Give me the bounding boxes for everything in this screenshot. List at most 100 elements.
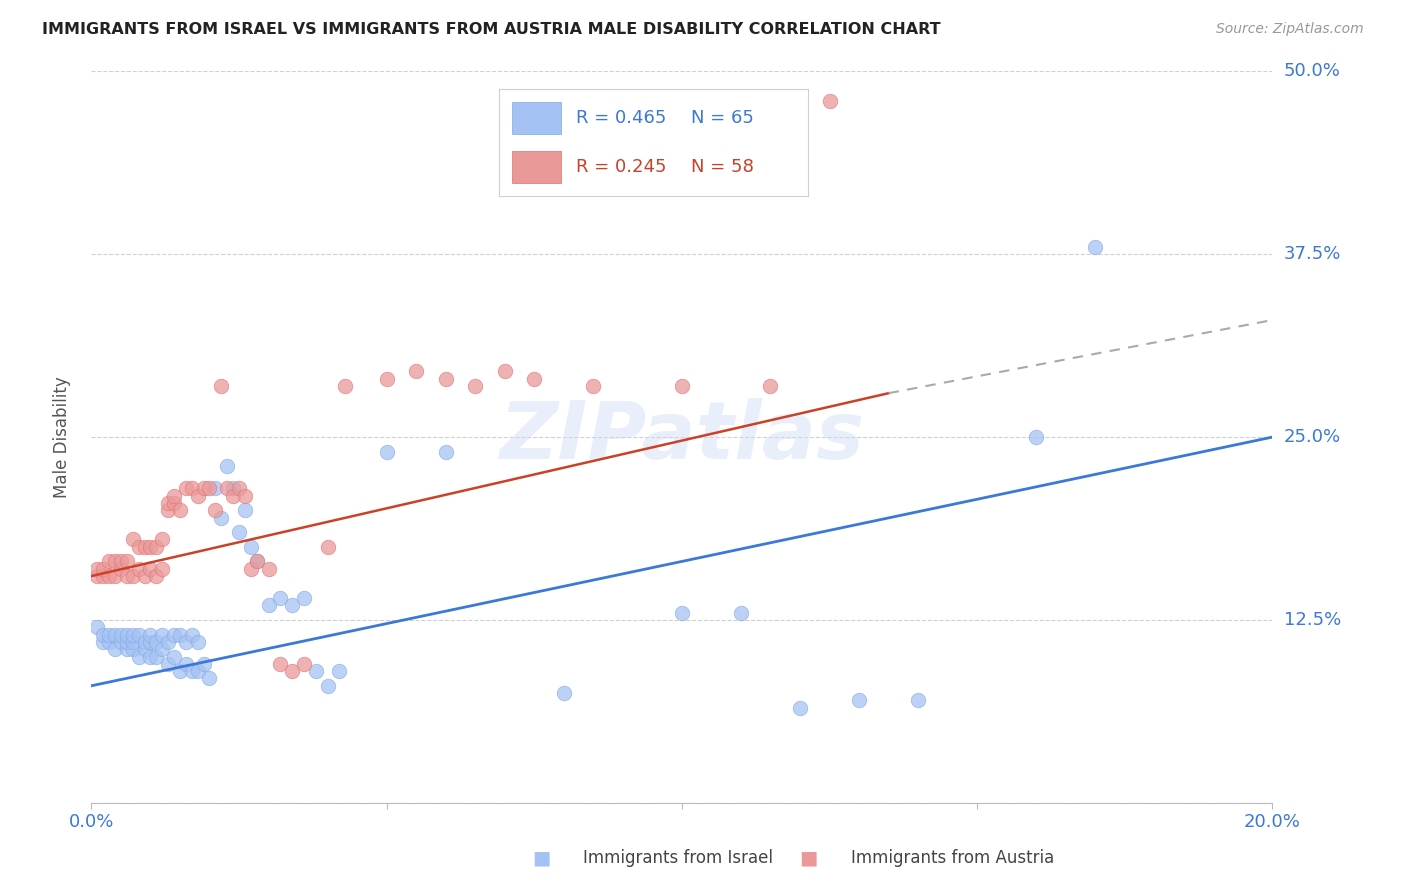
Point — [848, 693, 870, 707]
Bar — [512, 102, 561, 134]
Point — [110, 627, 132, 641]
Point — [193, 657, 215, 671]
Point — [523, 371, 546, 385]
Point — [292, 591, 315, 605]
Point — [281, 664, 304, 678]
Point — [269, 591, 291, 605]
Point — [163, 496, 186, 510]
Point — [328, 664, 350, 678]
Text: 50.0%: 50.0% — [1284, 62, 1340, 80]
Point — [375, 444, 398, 458]
Point — [671, 606, 693, 620]
Point — [157, 503, 180, 517]
Point — [139, 540, 162, 554]
Point — [163, 627, 186, 641]
Point — [104, 554, 127, 568]
Point — [375, 371, 398, 385]
Point — [269, 657, 291, 671]
Point — [1025, 430, 1047, 444]
Point — [246, 554, 269, 568]
Point — [1084, 240, 1107, 254]
Point — [121, 627, 143, 641]
Point — [187, 489, 209, 503]
Point — [193, 481, 215, 495]
Point — [198, 672, 221, 686]
Point — [150, 627, 173, 641]
Text: ■: ■ — [531, 848, 551, 868]
Point — [222, 481, 245, 495]
Point — [91, 562, 114, 576]
Point — [305, 664, 328, 678]
Point — [128, 627, 150, 641]
Point — [180, 627, 202, 641]
Point — [134, 569, 156, 583]
Bar — [512, 152, 561, 184]
Point — [316, 540, 339, 554]
Point — [110, 554, 132, 568]
Point — [91, 627, 114, 641]
Point — [104, 642, 127, 657]
Y-axis label: Male Disability: Male Disability — [52, 376, 70, 498]
Point — [86, 562, 108, 576]
Text: ■: ■ — [799, 848, 818, 868]
Text: R = 0.465: R = 0.465 — [576, 109, 666, 127]
Point — [217, 481, 239, 495]
Point — [228, 525, 250, 540]
Text: N = 58: N = 58 — [690, 159, 754, 177]
Point — [139, 649, 162, 664]
Point — [139, 635, 162, 649]
Point — [128, 562, 150, 576]
Point — [233, 489, 256, 503]
Point — [157, 635, 180, 649]
Point — [239, 540, 262, 554]
Point — [316, 679, 339, 693]
Point — [169, 664, 191, 678]
Point — [281, 599, 304, 613]
Point — [292, 657, 315, 671]
Point — [180, 481, 202, 495]
Point — [157, 496, 180, 510]
Point — [150, 642, 173, 657]
Point — [209, 510, 232, 524]
Point — [145, 649, 167, 664]
Point — [98, 635, 121, 649]
Point — [110, 635, 132, 649]
Text: R = 0.245: R = 0.245 — [576, 159, 666, 177]
Point — [494, 364, 516, 378]
Point — [86, 569, 108, 583]
Point — [217, 459, 239, 474]
Point — [91, 569, 114, 583]
Point — [115, 635, 138, 649]
Point — [163, 649, 186, 664]
Point — [121, 569, 143, 583]
Point — [434, 371, 457, 385]
Point — [553, 686, 575, 700]
Point — [91, 635, 114, 649]
Point — [134, 642, 156, 657]
Point — [204, 503, 226, 517]
Text: Immigrants from Austria: Immigrants from Austria — [851, 849, 1054, 867]
Point — [98, 569, 121, 583]
Point — [98, 627, 121, 641]
Point — [335, 379, 357, 393]
Point — [110, 562, 132, 576]
Point — [104, 569, 127, 583]
Point — [121, 642, 143, 657]
Text: Immigrants from Israel: Immigrants from Israel — [583, 849, 773, 867]
Point — [134, 635, 156, 649]
Point — [204, 481, 226, 495]
Point — [104, 627, 127, 641]
Point — [257, 599, 280, 613]
Point — [187, 635, 209, 649]
Point — [907, 693, 929, 707]
Point — [174, 635, 197, 649]
Text: N = 65: N = 65 — [690, 109, 754, 127]
Point — [789, 700, 811, 714]
Text: 12.5%: 12.5% — [1284, 611, 1341, 629]
Point — [174, 481, 197, 495]
Point — [464, 379, 486, 393]
Point — [86, 620, 108, 634]
Point — [730, 606, 752, 620]
Text: 25.0%: 25.0% — [1284, 428, 1341, 446]
Point — [115, 554, 138, 568]
